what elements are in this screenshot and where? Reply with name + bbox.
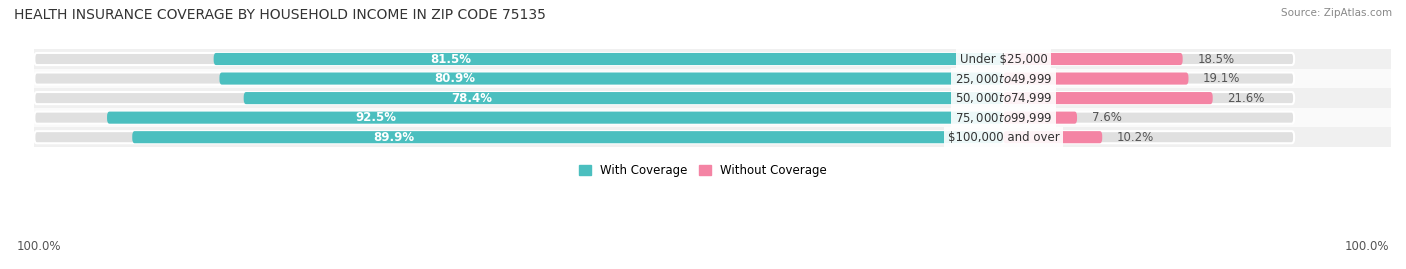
Text: 10.2%: 10.2%	[1116, 131, 1154, 144]
Text: HEALTH INSURANCE COVERAGE BY HOUSEHOLD INCOME IN ZIP CODE 75135: HEALTH INSURANCE COVERAGE BY HOUSEHOLD I…	[14, 8, 546, 22]
Bar	[34, 69, 1391, 88]
FancyBboxPatch shape	[34, 92, 1294, 104]
Text: 100.0%: 100.0%	[1344, 240, 1389, 253]
FancyBboxPatch shape	[1004, 53, 1182, 65]
Text: Source: ZipAtlas.com: Source: ZipAtlas.com	[1281, 8, 1392, 18]
Bar	[34, 49, 1391, 69]
FancyBboxPatch shape	[34, 112, 1294, 124]
FancyBboxPatch shape	[243, 92, 1004, 104]
Text: 89.9%: 89.9%	[373, 131, 415, 144]
Text: 100.0%: 100.0%	[17, 240, 62, 253]
FancyBboxPatch shape	[219, 72, 1004, 85]
FancyBboxPatch shape	[132, 131, 1004, 143]
Text: 18.5%: 18.5%	[1197, 52, 1234, 66]
FancyBboxPatch shape	[34, 72, 1294, 85]
FancyBboxPatch shape	[107, 112, 1004, 124]
Bar	[34, 128, 1391, 147]
Text: 21.6%: 21.6%	[1227, 92, 1264, 105]
Text: $75,000 to $99,999: $75,000 to $99,999	[955, 111, 1052, 125]
FancyBboxPatch shape	[1004, 112, 1077, 124]
Legend: With Coverage, Without Coverage: With Coverage, Without Coverage	[574, 159, 832, 182]
FancyBboxPatch shape	[34, 131, 1294, 143]
FancyBboxPatch shape	[34, 53, 1294, 65]
Text: 78.4%: 78.4%	[451, 92, 492, 105]
Text: $50,000 to $74,999: $50,000 to $74,999	[955, 91, 1052, 105]
Text: 92.5%: 92.5%	[356, 111, 396, 124]
FancyBboxPatch shape	[1004, 72, 1188, 85]
Text: 80.9%: 80.9%	[434, 72, 475, 85]
Text: 81.5%: 81.5%	[430, 52, 471, 66]
Text: Under $25,000: Under $25,000	[959, 52, 1047, 66]
Text: $25,000 to $49,999: $25,000 to $49,999	[955, 72, 1052, 86]
Text: 19.1%: 19.1%	[1204, 72, 1240, 85]
Text: 7.6%: 7.6%	[1091, 111, 1122, 124]
FancyBboxPatch shape	[1004, 92, 1213, 104]
Text: $100,000 and over: $100,000 and over	[948, 131, 1059, 144]
Bar	[34, 88, 1391, 108]
FancyBboxPatch shape	[214, 53, 1004, 65]
Bar	[34, 108, 1391, 128]
FancyBboxPatch shape	[1004, 131, 1102, 143]
